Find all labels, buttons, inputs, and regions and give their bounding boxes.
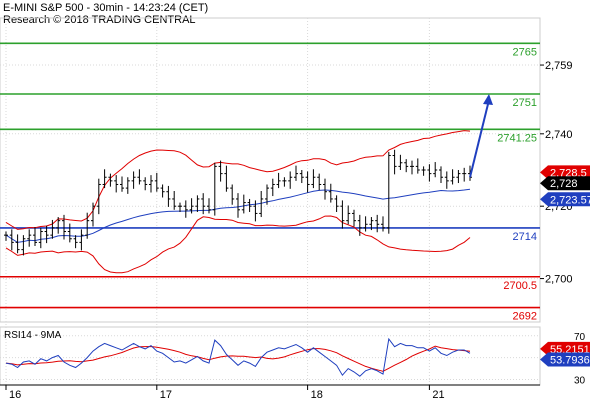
- bollinger-upper: [5, 130, 471, 230]
- rsi-line: [5, 337, 471, 377]
- level-label: 2700.5: [503, 280, 537, 292]
- y-tick-label: 2,740: [545, 129, 573, 141]
- bollinger-lower: [5, 215, 471, 274]
- x-tick-label: 16: [9, 389, 21, 400]
- level-label: 2741.25: [497, 132, 537, 144]
- rsi-y-tick-label: 30: [574, 376, 586, 387]
- rsi-y-tick-label: 70: [574, 332, 586, 343]
- rsi-value-label: 53.7936: [550, 354, 590, 366]
- price-tag-label: 2,723.57: [550, 194, 590, 206]
- level-label: 2692: [513, 311, 537, 323]
- x-tick-label: 18: [311, 389, 323, 400]
- x-tick-label: 17: [160, 389, 172, 400]
- price-tag: [540, 176, 590, 191]
- y-tick-label: 2,700: [545, 274, 573, 286]
- level-label: 2714: [513, 231, 537, 243]
- copyright-text: Research © 2018 TRADING CENTRAL: [3, 14, 196, 26]
- level-label: 2751: [513, 97, 537, 109]
- x-tick-label: 21: [432, 389, 444, 400]
- y-tick-label: 2,759: [545, 60, 573, 72]
- price-tag: [540, 165, 590, 180]
- price-tag-label: 2,728: [550, 178, 578, 190]
- projection-arrow-line: [469, 99, 490, 178]
- projection-arrow-head: [483, 94, 493, 105]
- rsi-value-tag: [540, 352, 590, 367]
- price-tag: [540, 192, 590, 207]
- level-label: 2765: [513, 46, 537, 58]
- chart-title: E-MINI S&P 500 - 30min - 14:23:24 (CET): [3, 2, 209, 14]
- rsi-title: RSI14 - 9MA: [4, 330, 62, 341]
- main-plot-frame: [0, 17, 541, 323]
- rsi-value-tag: [540, 341, 590, 356]
